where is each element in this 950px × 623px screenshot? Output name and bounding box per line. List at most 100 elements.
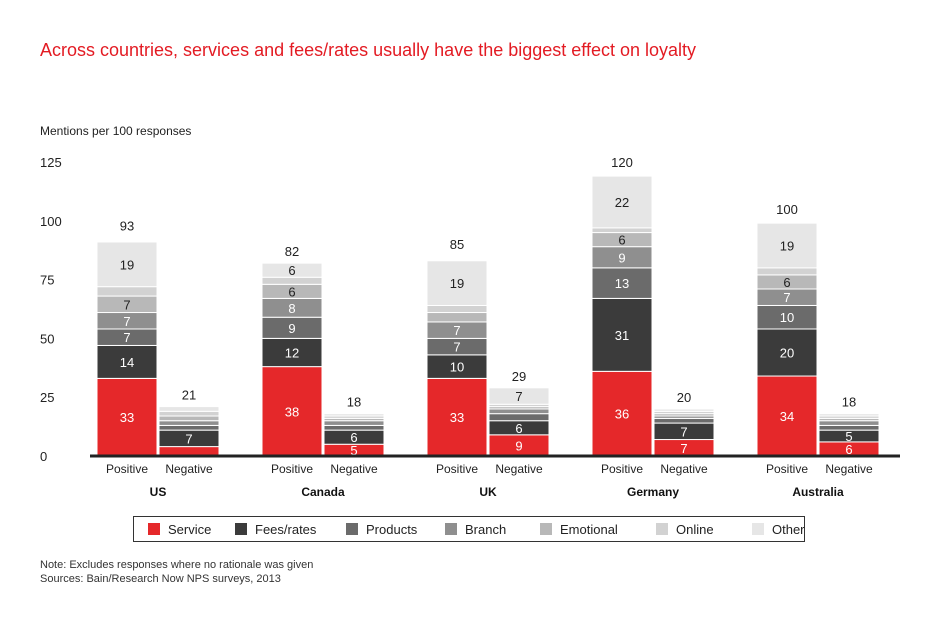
legend-label: Other xyxy=(772,521,805,537)
bar-segment-other xyxy=(323,413,385,417)
bar-segment-products xyxy=(818,424,880,431)
data-label: 6 xyxy=(783,275,790,290)
legend-item: Other xyxy=(752,522,805,537)
data-label: 7 xyxy=(185,431,192,446)
data-label: 7 xyxy=(453,340,460,355)
bar-category-label: Negative xyxy=(330,462,378,476)
total-label: 20 xyxy=(677,390,691,405)
bar-category-label: Positive xyxy=(106,462,148,476)
bar-segment-online xyxy=(96,286,158,297)
total-label: 18 xyxy=(842,395,856,410)
bar-segment-service xyxy=(426,377,488,457)
data-label: 6 xyxy=(288,263,295,278)
data-label: 6 xyxy=(515,421,522,436)
data-label: 8 xyxy=(288,301,295,316)
legend: Service Fees/rates Products Branch Emotional… xyxy=(133,516,805,542)
data-label: 7 xyxy=(123,330,130,345)
data-label: 9 xyxy=(618,250,625,265)
legend-item: Fees/rates xyxy=(235,522,316,537)
bar-category-label: Negative xyxy=(825,462,873,476)
data-label: 5 xyxy=(350,443,357,458)
legend-item: Online xyxy=(656,522,714,537)
bar-segment-branch xyxy=(488,408,550,415)
chart-title: Across countries, services and fees/rate… xyxy=(40,40,697,60)
legend-label: Online xyxy=(676,521,714,537)
bar-category-label: Positive xyxy=(271,462,313,476)
data-label: 22 xyxy=(615,195,629,210)
y-tick-label: 50 xyxy=(40,331,54,346)
total-label: 18 xyxy=(347,395,361,410)
data-label: 33 xyxy=(120,410,134,425)
data-label: 7 xyxy=(515,389,522,404)
bar-segment-other xyxy=(261,262,323,278)
data-label: 12 xyxy=(285,346,299,361)
total-label: 82 xyxy=(285,244,299,259)
legend-label: Products xyxy=(366,521,418,537)
group-label: UK xyxy=(479,485,497,499)
data-label: 19 xyxy=(780,238,794,253)
bar-segment-feesrates xyxy=(261,337,323,368)
bar-segment-other xyxy=(96,241,158,288)
bar-segment-branch xyxy=(158,420,220,426)
legend-swatch xyxy=(235,523,247,535)
bar-segment-service xyxy=(591,370,653,457)
total-label: 100 xyxy=(776,202,798,217)
data-label: 7 xyxy=(453,323,460,338)
legend-item: Emotional xyxy=(540,522,618,537)
bar-segment-online xyxy=(158,410,220,417)
data-label: 6 xyxy=(845,442,852,457)
bar-segment-online xyxy=(261,276,323,285)
bar-segment-other xyxy=(158,406,220,412)
y-tick-label: 0 xyxy=(40,449,47,464)
y-tick-label: 25 xyxy=(40,390,54,405)
legend-swatch xyxy=(656,523,668,535)
bar-segment-emotional xyxy=(158,415,220,422)
bar-segment-service xyxy=(756,375,818,457)
y-axis-label: Mentions per 100 responses xyxy=(40,124,192,138)
legend-swatch xyxy=(148,523,160,535)
legend-label: Fees/rates xyxy=(255,521,317,537)
note-text: Note: Excludes responses where no ration… xyxy=(40,559,314,571)
bar-segment-online xyxy=(591,227,653,234)
sources-text: Sources: Bain/Research Now NPS surveys, … xyxy=(40,573,281,585)
data-label: 19 xyxy=(450,276,464,291)
bar-segment-other xyxy=(426,260,488,306)
bar-segment-other xyxy=(488,387,550,405)
y-tick-label: 75 xyxy=(40,273,54,288)
data-label: 10 xyxy=(780,310,794,325)
data-label: 14 xyxy=(120,355,134,370)
legend-label: Branch xyxy=(465,521,507,537)
bar-segment-products xyxy=(488,413,550,422)
data-label: 7 xyxy=(123,314,130,329)
data-label: 19 xyxy=(120,257,134,272)
bar-segment-other xyxy=(756,222,818,269)
bar-category-label: Positive xyxy=(766,462,808,476)
data-label: 7 xyxy=(123,297,130,312)
legend-swatch xyxy=(540,523,552,535)
total-label: 93 xyxy=(120,218,134,233)
data-label: 13 xyxy=(615,276,629,291)
data-label: 31 xyxy=(615,328,629,343)
data-label: 10 xyxy=(450,360,464,375)
data-label: 5 xyxy=(845,429,852,444)
bar-category-label: Positive xyxy=(601,462,643,476)
bar-category-label: Positive xyxy=(436,462,478,476)
bar-segment-other xyxy=(591,175,653,229)
bar-segment-other xyxy=(653,408,715,412)
data-label: 6 xyxy=(350,430,357,445)
bar-segment-service xyxy=(96,377,158,457)
legend-swatch xyxy=(346,523,358,535)
data-label: 6 xyxy=(288,284,295,299)
bar-category-label: Negative xyxy=(165,462,213,476)
legend-item: Products xyxy=(346,522,417,537)
legend-swatch xyxy=(445,523,457,535)
stacked-bar-chart: 025507510012533147771993Positive721Negat… xyxy=(40,155,900,499)
total-label: 120 xyxy=(611,155,633,170)
total-label: 85 xyxy=(450,237,464,252)
data-label: 7 xyxy=(783,290,790,305)
data-label: 20 xyxy=(780,346,794,361)
bar-segment-feesrates xyxy=(591,297,653,372)
data-label: 38 xyxy=(285,404,299,419)
data-label: 33 xyxy=(450,410,464,425)
bar-segment-feesrates xyxy=(96,344,158,379)
